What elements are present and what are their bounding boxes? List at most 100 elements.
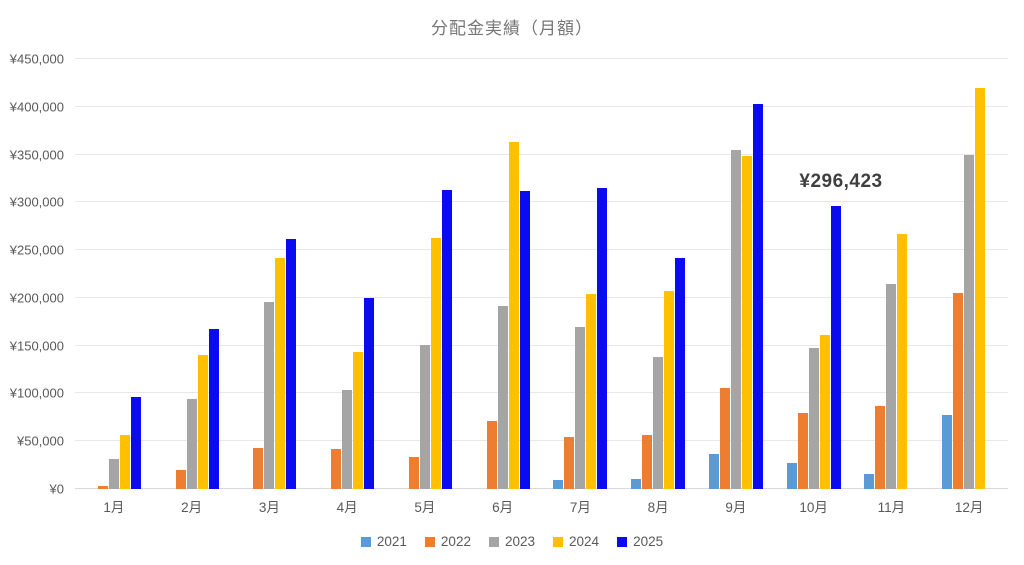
- bar-2023-7月: [575, 326, 586, 489]
- chart-title: 分配金実績（月額）: [431, 19, 593, 38]
- bar-group-12月: [930, 59, 1008, 489]
- bar-group-1月: [75, 59, 153, 489]
- legend-swatch-2022: [424, 536, 435, 547]
- y-axis-tick-label: ¥200,000: [9, 290, 64, 306]
- x-axis-tick-label: 2月: [181, 500, 203, 515]
- legend-label: 2022: [440, 534, 471, 549]
- x-axis: 1月 2月 3月 4月 5月 6月 7月 8月 9月 10月 11月 12月: [75, 496, 1008, 516]
- bar-group-8月: [619, 59, 697, 489]
- x-axis-tick-label: 9月: [725, 500, 747, 515]
- legend: 2021 2022 2023 2024 2025: [0, 534, 1024, 549]
- gridline: [75, 392, 1008, 394]
- bar-2024-2月: [197, 355, 208, 489]
- gridline: [75, 440, 1008, 442]
- legend-item-2021: 2021: [360, 534, 407, 549]
- bar-2024-3月: [275, 257, 286, 489]
- bar-2025-9月: [752, 103, 763, 489]
- bar-2024-8月: [664, 291, 675, 489]
- bar-2023-5月: [419, 344, 430, 489]
- bar-2022-10月: [797, 412, 808, 489]
- bar-2024-11月: [897, 233, 908, 489]
- bar-2025-10月: [830, 205, 841, 489]
- legend-swatch-2024: [553, 536, 564, 547]
- x-axis-tick-label: 4月: [336, 500, 358, 515]
- bar-2024-10月: [819, 335, 830, 489]
- bar-2025-7月: [597, 188, 608, 489]
- bar-2022-11月: [875, 405, 886, 489]
- gridline: [75, 201, 1008, 203]
- bar-2023-11月: [886, 283, 897, 489]
- y-axis-tick-label: ¥250,000: [9, 242, 64, 258]
- bar-group-6月: [464, 59, 542, 489]
- legend-item-2023: 2023: [488, 534, 536, 549]
- legend-item-2022: 2022: [424, 534, 471, 549]
- bar-2021-9月: [708, 453, 719, 489]
- y-axis-tick-label: ¥50,000: [17, 433, 64, 449]
- bar-2023-2月: [186, 399, 197, 489]
- value-annotation: ¥296,423: [799, 171, 883, 192]
- x-axis-tick-label: 12月: [954, 500, 984, 515]
- y-axis-tick-label: ¥150,000: [9, 338, 64, 354]
- legend-label: 2023: [504, 534, 536, 549]
- bar-2023-6月: [497, 305, 508, 489]
- y-axis-tick-label: ¥450,000: [9, 51, 64, 67]
- bar-2021-10月: [786, 463, 797, 489]
- bar-2025-1月: [130, 397, 141, 489]
- y-axis-tick-label: ¥300,000: [9, 194, 64, 210]
- bar-2023-10月: [808, 347, 819, 489]
- bar-group-7月: [542, 59, 620, 489]
- y-axis-tick-label: ¥0: [49, 481, 64, 497]
- bar-2025-4月: [364, 297, 375, 489]
- bar-2022-2月: [175, 469, 186, 489]
- bar-2021-8月: [631, 478, 642, 489]
- bar-2022-8月: [642, 434, 653, 489]
- bar-2023-8月: [653, 357, 664, 489]
- x-axis-tick-label: 11月: [877, 500, 906, 515]
- y-axis-tick-label: ¥100,000: [9, 385, 64, 401]
- bar-2022-5月: [408, 457, 419, 489]
- bar-group-11月: [853, 59, 931, 489]
- bar-2025-3月: [286, 238, 297, 489]
- x-axis-baseline: [75, 488, 1008, 489]
- bar-2021-11月: [864, 473, 875, 489]
- bar-2021-7月: [553, 480, 564, 489]
- bar-group-5月: [386, 59, 464, 489]
- x-axis-tick-label: 3月: [258, 500, 280, 515]
- bar-2024-6月: [508, 142, 519, 489]
- gridline: [75, 249, 1008, 251]
- x-axis-tick-label: 6月: [492, 500, 514, 515]
- bar-2024-7月: [586, 294, 597, 489]
- gridline: [75, 105, 1008, 107]
- bar-2022-9月: [719, 387, 730, 489]
- bar-group-2月: [153, 59, 231, 489]
- legend-label: 2021: [376, 534, 407, 549]
- bar-2024-9月: [741, 156, 752, 489]
- gridline: [75, 153, 1008, 155]
- legend-swatch-2025: [617, 536, 628, 547]
- bar-2021-12月: [942, 415, 953, 489]
- bar-group-10月: [775, 59, 853, 489]
- bar-2025-8月: [675, 257, 686, 489]
- legend-item-2024: 2024: [553, 534, 599, 549]
- bar-2023-1月: [108, 459, 119, 489]
- bar-2022-12月: [953, 293, 964, 489]
- y-axis-tick-label: ¥350,000: [9, 147, 64, 163]
- bar-2023-12月: [964, 154, 975, 489]
- gridline: [75, 58, 1008, 59]
- x-axis-tick-label: 10月: [799, 500, 828, 515]
- bar-group-9月: [697, 59, 775, 489]
- legend-swatch-2023: [488, 536, 499, 547]
- bar-2024-1月: [119, 434, 130, 489]
- bar-2023-4月: [342, 389, 353, 489]
- x-axis-tick-label: 1月: [103, 500, 125, 515]
- y-axis: ¥0 ¥50,000 ¥100,000 ¥150,000 ¥200,000 ¥250,00…: [0, 52, 64, 497]
- bar-2024-12月: [975, 87, 986, 489]
- bar-2025-6月: [519, 190, 530, 489]
- legend-label: 2025: [633, 534, 664, 549]
- gridline: [75, 296, 1008, 298]
- bar-group-3月: [231, 59, 309, 489]
- bar-2025-5月: [441, 189, 452, 489]
- bar-2025-2月: [208, 329, 219, 489]
- bar-2024-5月: [430, 237, 441, 489]
